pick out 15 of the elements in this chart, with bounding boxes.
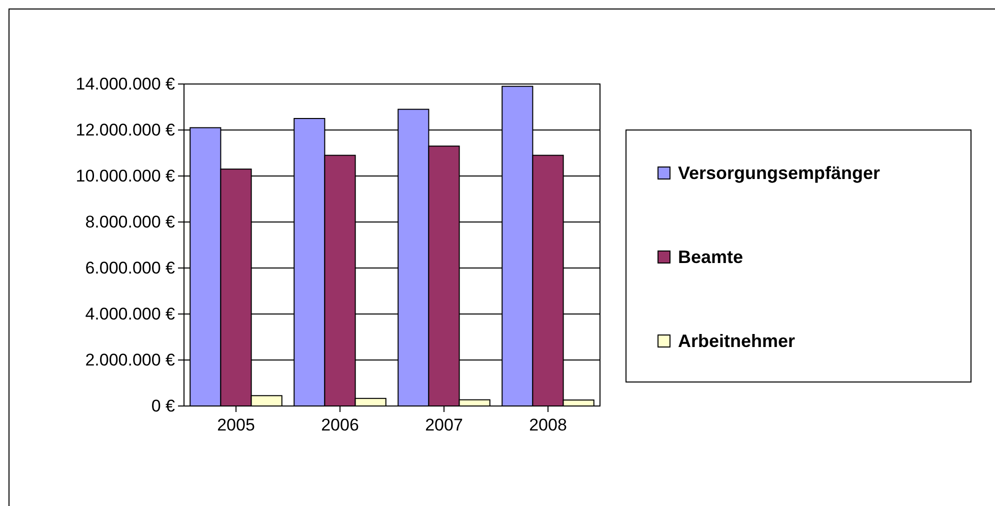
x-tick-label: 2008 bbox=[529, 415, 567, 434]
y-tick-label: 12.000.000 € bbox=[76, 120, 176, 140]
legend-label: Beamte bbox=[678, 247, 744, 267]
x-tick-label: 2007 bbox=[425, 415, 463, 434]
y-tick-label: 0 € bbox=[151, 396, 176, 416]
y-tick-label: 10.000.000 € bbox=[76, 166, 176, 186]
y-tick-label: 14.000.000 € bbox=[76, 74, 176, 94]
legend-label: Versorgungsempfänger bbox=[678, 163, 880, 183]
y-tick-label: 8.000.000 € bbox=[85, 212, 176, 232]
legend-label: Arbeitnehmer bbox=[678, 331, 796, 351]
y-tick-label: 2.000.000 € bbox=[85, 350, 176, 370]
x-tick-label: 2005 bbox=[217, 415, 255, 434]
y-tick-label: 4.000.000 € bbox=[85, 304, 176, 324]
y-tick-label: 6.000.000 € bbox=[85, 258, 176, 278]
x-tick-label: 2006 bbox=[321, 415, 359, 434]
